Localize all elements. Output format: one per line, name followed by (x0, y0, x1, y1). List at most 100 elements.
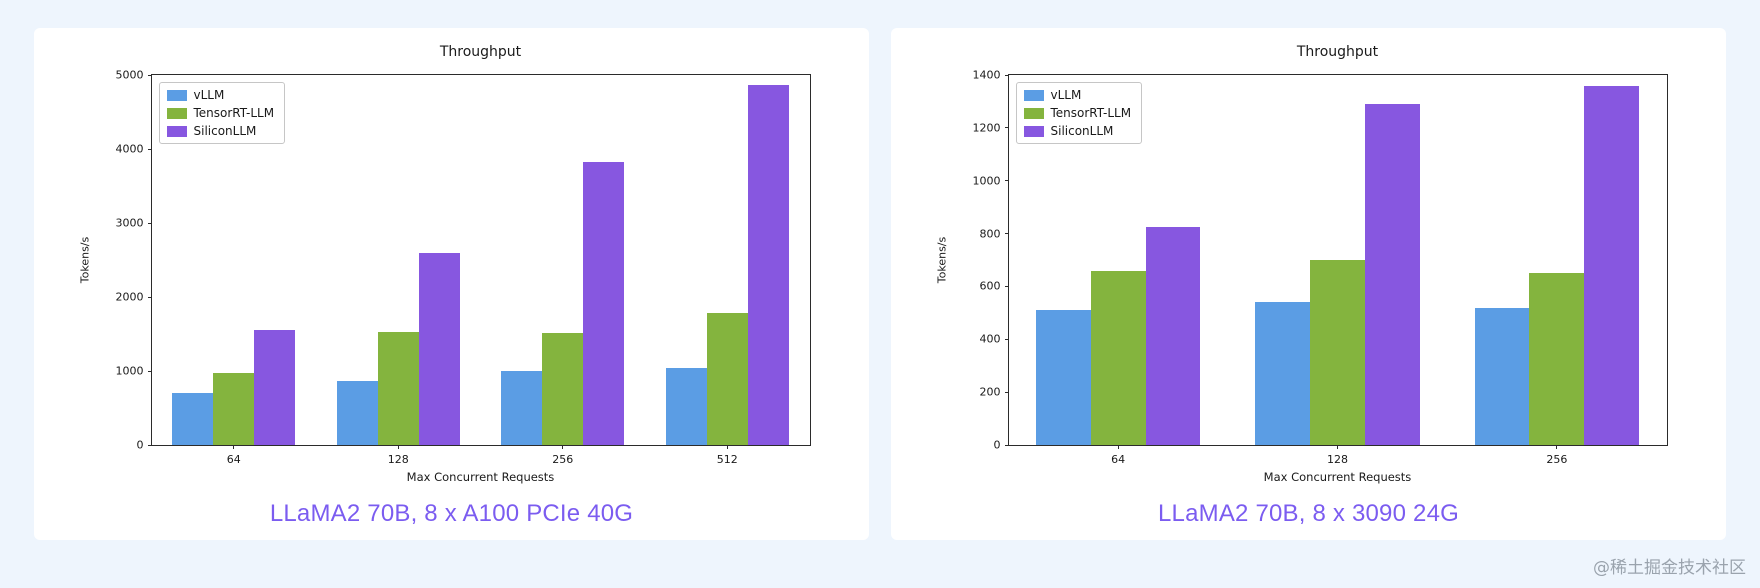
y-tick-label: 0 (136, 438, 144, 452)
y-tick-mark (1004, 180, 1009, 182)
y-tick-mark (1004, 391, 1009, 393)
bar-siliconllm-256 (1584, 85, 1640, 445)
y-tick-mark (1004, 444, 1009, 446)
chart-title: Throughput (439, 44, 522, 60)
chart-panels-row: Throughput Tokens/s 0 1000 2000 3000 4000 500… (34, 28, 1726, 540)
bar-vllm-256 (1474, 307, 1530, 445)
bar-siliconllm-128 (418, 252, 460, 445)
bar-tensorrt-llm-64 (213, 373, 255, 445)
watermark: @稀土掘金技术社区 (1593, 558, 1746, 578)
chart-title: Throughput (1296, 44, 1379, 60)
bar-tensorrt-llm-64 (1090, 270, 1146, 445)
y-tick-mark (1004, 285, 1009, 287)
legend-item-siliconllm: SiliconLLM (1023, 124, 1132, 138)
y-axis-label: Tokens/s (78, 236, 91, 284)
y-tick-label: 1400 (972, 68, 1001, 82)
legend-label-tensorrt-llm: TensorRT-LLM (193, 106, 275, 120)
chart-caption-3090: LLaMA2 70B, 8 x 3090 24G (1157, 500, 1459, 527)
x-tick-label: 64 (226, 453, 241, 466)
bar-siliconllm-64 (254, 330, 296, 445)
legend-swatch-vllm (166, 89, 187, 101)
y-tick-mark (147, 222, 152, 224)
bar-vllm-128 (336, 380, 378, 445)
y-tick-mark (147, 74, 152, 76)
bar-tensorrt-llm-128 (1310, 260, 1365, 445)
legend-item-tensorrt-llm: TensorRT-LLM (166, 106, 275, 120)
legend-swatch-siliconllm (166, 125, 187, 137)
legend-label-siliconllm: SiliconLLM (1050, 124, 1114, 138)
chart-caption-a100: LLaMA2 70B, 8 x A100 PCIe 40G (269, 500, 634, 527)
x-axis-label: Max Concurrent Requests (406, 470, 555, 484)
y-tick-mark (147, 370, 152, 372)
x-tick-label: 128 (387, 453, 409, 466)
legend-item-siliconllm: SiliconLLM (166, 124, 275, 138)
bar-tensorrt-llm-512 (706, 313, 748, 445)
legend-swatch-tensorrt-llm (1023, 107, 1044, 119)
legend-swatch-tensorrt-llm (166, 107, 187, 119)
y-tick-label: 1200 (972, 121, 1001, 135)
legend-swatch-siliconllm (1023, 125, 1044, 137)
y-tick-label: 1000 (115, 364, 144, 378)
y-tick-label: 200 (979, 385, 1001, 399)
y-tick-label: 3000 (115, 216, 144, 230)
y-tick-mark (147, 296, 152, 298)
y-tick-label: 800 (979, 227, 1001, 241)
y-tick-label: 2000 (115, 290, 144, 304)
y-tick-label: 600 (979, 279, 1001, 293)
y-tick-mark (1004, 233, 1009, 235)
bar-siliconllm-256 (583, 162, 625, 445)
x-tick-mark (1556, 445, 1558, 449)
legend: vLLM TensorRT-LLM SiliconLLM (1015, 82, 1143, 144)
bar-siliconllm-128 (1364, 104, 1420, 445)
plot-area: 0 1000 2000 3000 4000 5000 64 128 256 512 vLLM Tens… (116, 69, 811, 466)
bar-tensorrt-llm-128 (377, 331, 419, 445)
x-tick-label: 256 (1546, 453, 1568, 466)
bar-tensorrt-llm-256 (1529, 273, 1585, 445)
bar-tensorrt-llm-256 (542, 332, 584, 445)
legend-label-vllm: vLLM (193, 88, 225, 102)
legend-label-vllm: vLLM (1050, 88, 1082, 102)
y-tick-label: 5000 (115, 68, 144, 82)
x-tick-mark (1117, 445, 1119, 449)
figure-3090: Throughput Tokens/s 0 200 400 600 800 1000 120… (912, 40, 1706, 488)
legend-label-siliconllm: SiliconLLM (193, 124, 257, 138)
bar-vllm-128 (1255, 302, 1311, 445)
legend-swatch-vllm (1023, 89, 1044, 101)
x-tick-label: 64 (1111, 453, 1126, 466)
chart-panel-a100: Throughput Tokens/s 0 1000 2000 3000 4000 500… (34, 28, 869, 540)
y-tick-mark (147, 444, 152, 446)
plot-area: 0 200 400 600 800 1000 1200 1400 64 128 256 vLLM Ten… (973, 69, 1668, 466)
bar-vllm-64 (172, 393, 214, 445)
y-tick-label: 1000 (972, 174, 1001, 188)
x-tick-mark (1337, 445, 1338, 449)
legend-item-vllm: vLLM (1023, 88, 1132, 102)
legend: vLLM TensorRT-LLM SiliconLLM (158, 82, 286, 144)
x-tick-label: 256 (552, 453, 574, 466)
bar-vllm-64 (1035, 310, 1091, 445)
y-axis-label: Tokens/s (935, 236, 948, 284)
y-tick-label: 0 (993, 438, 1001, 452)
x-tick-mark (397, 445, 399, 449)
bar-siliconllm-512 (747, 84, 789, 445)
y-tick-mark (1004, 74, 1009, 76)
y-tick-mark (147, 148, 152, 150)
x-tick-mark (233, 445, 235, 449)
chart-panel-3090: Throughput Tokens/s 0 200 400 600 800 1000 120… (891, 28, 1726, 540)
y-tick-mark (1004, 127, 1009, 129)
legend-label-tensorrt-llm: TensorRT-LLM (1050, 106, 1132, 120)
bar-vllm-512 (665, 368, 707, 445)
bar-vllm-256 (501, 371, 543, 445)
y-tick-mark (1004, 338, 1009, 340)
x-axis-label: Max Concurrent Requests (1263, 470, 1412, 484)
bar-siliconllm-64 (1145, 226, 1201, 445)
legend-item-tensorrt-llm: TensorRT-LLM (1023, 106, 1132, 120)
figure-a100: Throughput Tokens/s 0 1000 2000 3000 4000 500… (55, 40, 849, 488)
y-tick-label: 400 (979, 332, 1001, 346)
x-tick-label: 128 (1327, 453, 1348, 466)
x-tick-mark (726, 445, 728, 449)
y-tick-label: 4000 (115, 142, 144, 156)
x-tick-label: 512 (716, 453, 738, 466)
legend-item-vllm: vLLM (166, 88, 275, 102)
x-tick-mark (562, 445, 564, 449)
